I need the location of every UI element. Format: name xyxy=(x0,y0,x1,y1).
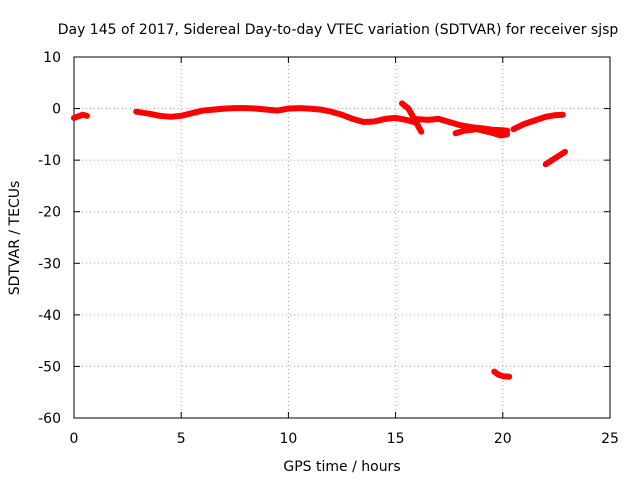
x-tick-label: 0 xyxy=(70,431,79,447)
x-tick-label: 5 xyxy=(177,431,186,447)
chart-title: Day 145 of 2017, Sidereal Day-to-day VTE… xyxy=(58,22,619,38)
y-tick-label: -50 xyxy=(38,359,61,375)
data-trace-segment xyxy=(133,105,420,126)
y-tick-label: -10 xyxy=(38,153,61,169)
x-axis-label: GPS time / hours xyxy=(283,459,400,475)
y-tick-label: 10 xyxy=(43,50,61,66)
data-trace-segment xyxy=(409,115,511,134)
y-axis-label: SDTVAR / TECUs xyxy=(7,181,23,296)
data-traces xyxy=(71,100,568,380)
plot-frame xyxy=(73,56,611,419)
x-tick-label: 25 xyxy=(601,431,619,447)
y-tick-label: -60 xyxy=(38,411,61,427)
x-tick-label: 15 xyxy=(387,431,405,447)
data-trace-segment xyxy=(452,126,511,139)
y-tick-label: -20 xyxy=(38,205,61,221)
x-tick-label: 20 xyxy=(494,431,512,447)
y-tick-label: -40 xyxy=(38,308,61,324)
y-tick-label: -30 xyxy=(38,256,61,272)
y-tick-label: 0 xyxy=(52,102,61,118)
data-trace-segment xyxy=(491,368,513,380)
data-trace-segment xyxy=(510,111,566,133)
data-trace-segment xyxy=(542,148,568,168)
data-trace-segment xyxy=(71,111,90,121)
grid-lines xyxy=(74,57,610,418)
axis-ticks: 0 5 10 15 20 25 10 0 -10 -20 -30 -40 -50 -60 xyxy=(38,50,619,447)
x-tick-label: 10 xyxy=(279,431,297,447)
